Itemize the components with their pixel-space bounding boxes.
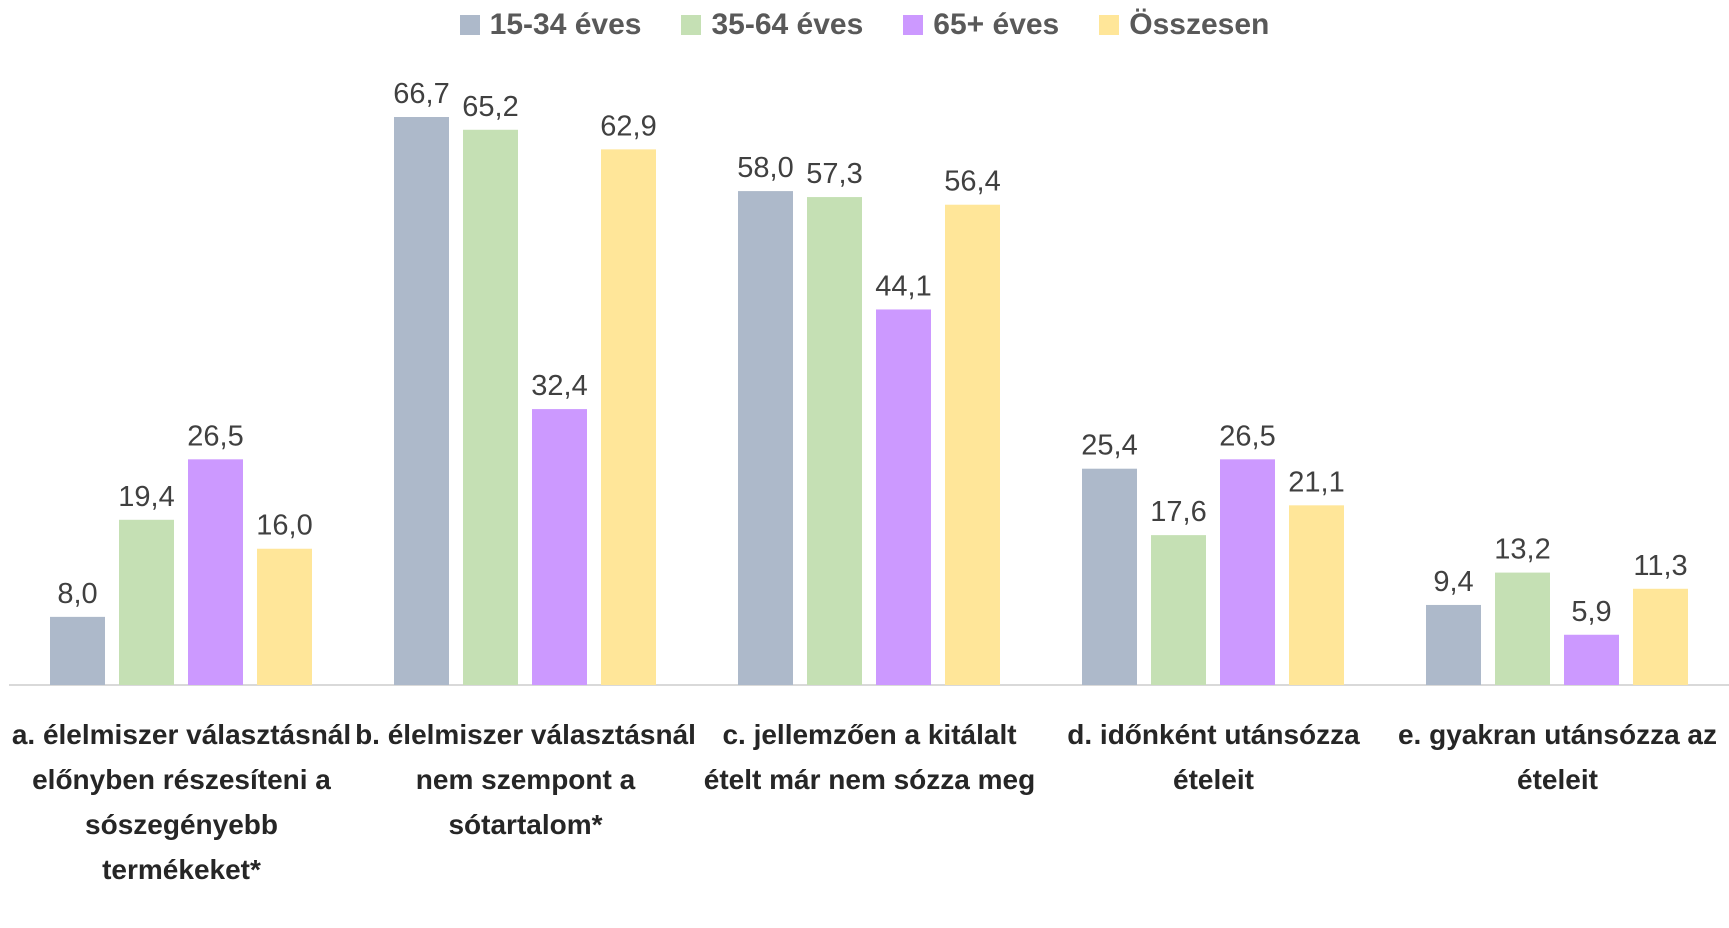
legend-item: 15-34 éves: [459, 8, 642, 42]
data-label: 16,0: [256, 510, 312, 542]
data-label: 32,4: [531, 370, 587, 402]
x-tick-label: c. jellemzően a kitálalt ételt már nem s…: [703, 719, 1036, 795]
legend-swatch: [681, 15, 702, 35]
bar: [1426, 604, 1481, 685]
data-label: 26,5: [1219, 420, 1275, 452]
bar: [1495, 572, 1550, 685]
legend-label: 65+ éves: [933, 8, 1060, 41]
bar: [50, 616, 105, 685]
data-label: 44,1: [875, 270, 931, 302]
bar: [463, 129, 518, 685]
data-label: 65,2: [462, 91, 518, 123]
bar: [119, 519, 174, 685]
x-tick-label: e. gyakran utánsózza az ételeit: [1397, 719, 1717, 795]
legend-label: 15-34 éves: [489, 8, 642, 41]
data-label: 21,1: [1288, 466, 1344, 498]
bar: [188, 459, 243, 685]
data-label: 25,4: [1081, 430, 1137, 462]
x-tick-label: a. élelmiszer választásnál előnyben rész…: [11, 719, 352, 885]
bar: [807, 197, 862, 685]
x-tick-label: d. időnként utánsózza ételeit: [1067, 719, 1360, 795]
legend-swatch: [903, 15, 924, 35]
bar: [394, 117, 449, 685]
data-label: 57,3: [806, 158, 862, 190]
legend: 15-34 éves 35-64 éves 65+ éves Összesen: [0, 8, 1729, 42]
bar: [1633, 588, 1688, 685]
bar: [257, 548, 312, 685]
data-label: 66,7: [393, 78, 449, 110]
legend-item: 65+ éves: [903, 8, 1059, 42]
data-label: 8,0: [57, 578, 97, 610]
bar: [1082, 468, 1137, 685]
data-label: 9,4: [1433, 566, 1473, 598]
bar: [1151, 535, 1206, 685]
data-label: 11,3: [1633, 550, 1687, 582]
data-label: 17,6: [1150, 496, 1206, 528]
bar: [1220, 459, 1275, 685]
data-label: 56,4: [944, 166, 1000, 198]
data-label: 58,0: [737, 152, 793, 184]
bar: [738, 191, 793, 685]
bar: [876, 309, 931, 685]
x-tick-label: b. élelmiszer választásnál nem szempont …: [355, 719, 696, 840]
bar: [532, 409, 587, 685]
legend-item: 35-64 éves: [681, 8, 863, 42]
data-label: 26,5: [187, 420, 243, 452]
data-label: 19,4: [118, 481, 174, 513]
data-label: 5,9: [1571, 596, 1611, 628]
legend-label: 35-64 éves: [711, 8, 864, 41]
bar: [1564, 634, 1619, 685]
bar: [945, 204, 1000, 685]
legend-item: Összesen: [1099, 8, 1269, 42]
legend-swatch: [1099, 15, 1120, 35]
legend-swatch: [459, 15, 480, 35]
bar: [1289, 505, 1344, 685]
bar: [601, 149, 656, 686]
data-label: 62,9: [600, 110, 656, 142]
legend-label: Összesen: [1129, 8, 1270, 41]
data-label: 13,2: [1494, 534, 1550, 566]
